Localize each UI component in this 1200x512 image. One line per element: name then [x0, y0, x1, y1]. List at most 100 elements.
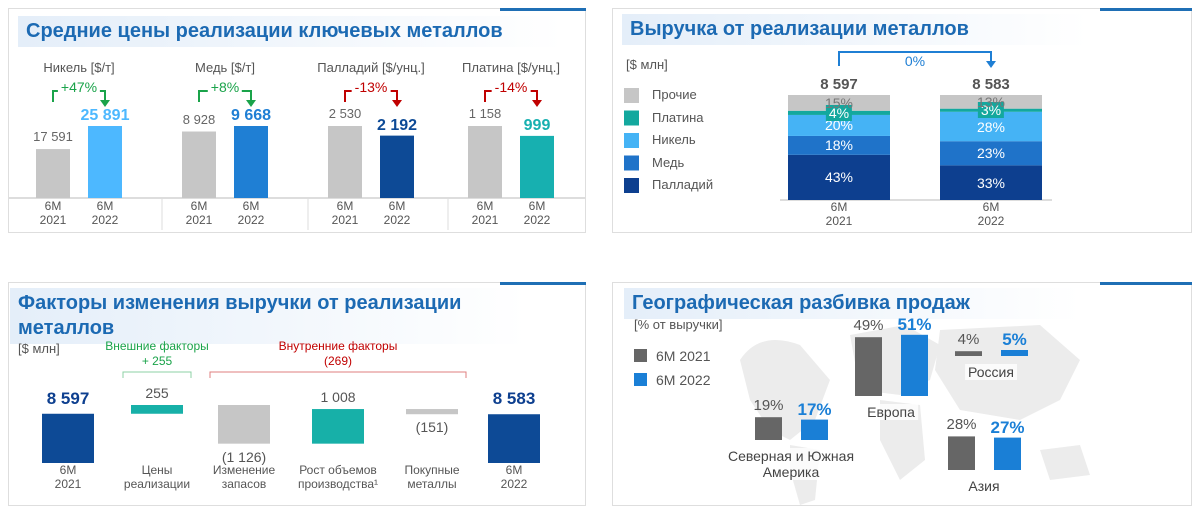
panel-title: Факторы изменения выручки от реализации … [10, 288, 526, 344]
group-value: (269) [323, 354, 353, 368]
bar [328, 126, 362, 198]
bar [994, 437, 1021, 470]
change-label: -14% [491, 79, 531, 96]
x-tick-label: 6M 2022 [977, 200, 1005, 228]
value-label: 999 [523, 116, 551, 134]
value-label: 25 891 [80, 107, 130, 124]
bar [380, 135, 414, 198]
change-arrow [532, 100, 542, 107]
group-name: Внутренние факторы [278, 339, 398, 353]
bar [406, 409, 458, 415]
value-label: (151) [415, 419, 449, 436]
x-tick-label: Россия [965, 364, 1017, 381]
x-tick-label: 6M 2021 [185, 199, 213, 227]
change-bracket [838, 51, 992, 66]
bar [955, 351, 982, 356]
x-tick-label: 6M 2021 [54, 463, 82, 491]
bar-segment [788, 114, 890, 136]
x-tick-label: 6M 2021 [825, 200, 853, 228]
legend-label: Прочие [652, 87, 697, 102]
value-label: 4% [957, 331, 980, 349]
x-tick-label: Северная и Южная Америка [724, 448, 858, 481]
value-label: 27% [990, 417, 1025, 437]
accent-line [500, 8, 586, 11]
bar-segment [788, 95, 890, 111]
change-arrow [100, 100, 110, 107]
value-label: 8 597 [46, 388, 90, 408]
total-label: 8 583 [972, 76, 1010, 93]
bar-segment [788, 154, 890, 200]
change-arrow [986, 61, 996, 68]
bar [755, 417, 782, 440]
value-label: 49% [853, 317, 884, 335]
change-label: -13% [351, 79, 391, 96]
accent-line [1100, 8, 1192, 11]
legend-swatch [624, 88, 639, 103]
segment-label: 33% [976, 174, 1006, 191]
value-label: 8 928 [182, 111, 216, 127]
value-label: 17% [797, 399, 832, 419]
accent-line [1100, 282, 1192, 285]
legend-swatch [624, 155, 639, 171]
group-value: + 255 [141, 354, 173, 368]
panel-geo [612, 282, 1192, 506]
segment-label: 28% [976, 118, 1006, 135]
bar [36, 149, 70, 198]
segment-label: 13% [976, 93, 1006, 110]
panel-factors [8, 282, 586, 506]
legend-label: 6M 2022 [656, 372, 711, 388]
group-bracket [122, 371, 192, 378]
segment-label: 3% [977, 102, 1005, 119]
panel-title: Географическая разбивка продаж [624, 288, 1080, 319]
value-label: 28% [946, 416, 977, 434]
value-label: 255 [145, 385, 169, 401]
x-tick-label: 6M 2022 [237, 199, 265, 227]
x-tick-label: Покупные металлы [404, 463, 460, 491]
x-tick-label: 6M 2021 [471, 199, 499, 227]
x-tick-label: 6M 2022 [500, 463, 528, 491]
bar [948, 436, 975, 470]
value-label: 9 668 [230, 107, 272, 124]
accent-line [500, 282, 586, 285]
legend-swatch [634, 373, 647, 386]
bar [88, 126, 122, 198]
value-label: 19% [753, 397, 784, 415]
value-label: 8 583 [492, 389, 536, 409]
segment-label: 43% [824, 169, 854, 186]
legend-swatch [624, 110, 639, 126]
segment-label: 18% [824, 137, 854, 154]
bar [182, 131, 216, 198]
bar-segment [788, 135, 890, 155]
unit-label: [$ млн] [626, 57, 668, 72]
x-tick-label: Изменение запасов [212, 463, 276, 491]
value-label: 2 530 [328, 106, 362, 121]
legend-label: Платина [652, 109, 704, 125]
change-label: +47% [57, 79, 101, 96]
bar-segment [940, 95, 1042, 109]
segment-label: 20% [824, 117, 854, 134]
value-label: 1 158 [468, 106, 502, 121]
change-label: 0% [901, 53, 929, 70]
segment-label: 15% [824, 94, 854, 111]
legend-label: Никель [652, 132, 696, 147]
group-name: Палладий [$/унц.] [317, 60, 425, 75]
x-tick-label: 6M 2022 [523, 199, 551, 227]
segment-label: 4% [825, 104, 853, 121]
value-label: 2 192 [376, 116, 418, 134]
group-name: Никель [$/т] [43, 60, 115, 75]
x-tick-label: 6M 2022 [91, 199, 119, 227]
total-label: 8 597 [820, 76, 858, 93]
legend-label: Палладий [652, 177, 714, 192]
legend-label: 6M 2021 [656, 348, 711, 364]
bar-segment [940, 165, 1042, 200]
panel-revenue [612, 8, 1192, 233]
value-label: 1 008 [320, 389, 356, 406]
value-label: 51% [897, 314, 932, 334]
group-bracket [209, 371, 467, 378]
change-label: +8% [207, 79, 243, 96]
bar [488, 414, 540, 463]
panel-prices [8, 8, 586, 233]
bar [218, 405, 270, 444]
change-arrow [246, 100, 256, 107]
bar [312, 409, 364, 444]
